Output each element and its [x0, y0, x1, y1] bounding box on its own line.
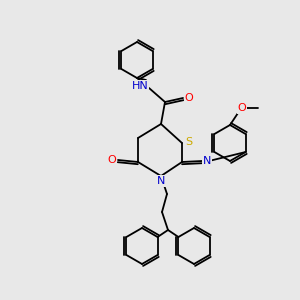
Text: S: S — [185, 137, 193, 147]
Text: O: O — [108, 155, 116, 165]
Text: O: O — [184, 93, 194, 103]
Text: HN: HN — [132, 81, 148, 91]
Text: N: N — [203, 156, 211, 166]
Text: O: O — [238, 103, 246, 113]
Text: N: N — [157, 176, 165, 186]
